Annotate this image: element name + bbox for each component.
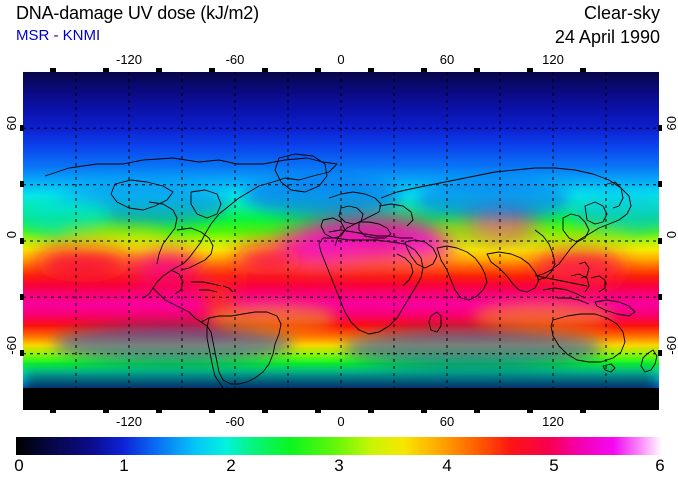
tick-gap-left-4 <box>20 350 24 356</box>
tick-gap-top-5 <box>315 68 321 72</box>
coastlines-layer <box>23 153 659 395</box>
plot-frame-top <box>23 68 659 71</box>
tick-gap-right-4 <box>658 350 662 356</box>
y-axis-label-left-1: 0 <box>4 231 19 239</box>
colorbar-label-2: 2 <box>226 456 236 475</box>
colorbar <box>16 437 662 455</box>
y-axis-label-right-1: 0 <box>664 231 678 239</box>
colorbar-label-6: 6 <box>655 456 665 475</box>
map-canvas <box>23 72 659 410</box>
tick-gap-right-3 <box>658 294 662 300</box>
colorbar-label-3: 3 <box>334 456 344 475</box>
date-label: 24 April 1990 <box>554 27 660 47</box>
x-axis-label-top-0: -120 <box>115 52 143 67</box>
tick-gap-top-6 <box>368 68 374 72</box>
tick-gap-bot-8 <box>474 409 480 413</box>
x-axis-label-bottom-2: 0 <box>337 414 345 429</box>
tick-gap-top-4 <box>262 68 268 72</box>
tick-gap-top-10 <box>580 68 586 72</box>
tick-gap-bot-10 <box>580 409 586 413</box>
colorbar-ticklabels: 0 1 2 3 4 5 6 <box>0 456 678 480</box>
x-axis-label-top-4: 120 <box>542 52 564 67</box>
gridlines-layer <box>23 72 659 410</box>
colorbar-label-4: 4 <box>442 456 452 475</box>
tick-gap-top-9 <box>527 68 533 72</box>
y-axis-label-right-2: -60 <box>664 336 678 355</box>
x-axis-label-top-2: 0 <box>337 52 345 67</box>
tick-gap-bot-3 <box>209 409 215 413</box>
colorbar-label-0: 0 <box>14 456 24 475</box>
tick-gap-top-1 <box>103 68 109 72</box>
y-axis-label-left-2: -60 <box>4 336 19 355</box>
page-title: DNA-damage UV dose (kJ/m2) <box>16 3 259 23</box>
tick-gap-top-2 <box>156 68 162 72</box>
tick-gap-bot-6 <box>368 409 374 413</box>
x-axis-label-top-3: 60 <box>439 52 455 67</box>
tick-gap-bot-1 <box>103 409 109 413</box>
tick-gap-bot-5 <box>315 409 321 413</box>
colorbar-canvas <box>16 437 662 455</box>
y-axis-label-right-0: 60 <box>664 116 678 131</box>
tick-gap-right-1 <box>658 181 662 187</box>
tick-gap-bot-7 <box>421 409 427 413</box>
institution-label: MSR - KNMI <box>16 27 101 44</box>
x-axis-label-bottom-4: 120 <box>542 414 564 429</box>
tick-gap-bot-4 <box>262 409 268 413</box>
tick-gap-top-8 <box>474 68 480 72</box>
sky-condition-label: Clear-sky <box>583 3 660 23</box>
tick-gap-right-2 <box>658 238 662 244</box>
uv-dose-map <box>23 72 659 410</box>
tick-gap-right-0 <box>658 125 662 131</box>
colorbar-label-1: 1 <box>119 456 129 475</box>
x-axis-label-top-1: -60 <box>225 52 245 67</box>
tick-gap-left-0 <box>20 125 24 131</box>
plot-frame-bottom <box>23 410 659 413</box>
tick-gap-top-3 <box>209 68 215 72</box>
tick-gap-bot-0 <box>50 409 56 413</box>
tick-gap-bot-2 <box>156 409 162 413</box>
y-axis-label-left-0: 60 <box>4 116 19 131</box>
tick-gap-bot-9 <box>527 409 533 413</box>
tick-gap-left-1 <box>20 181 24 187</box>
x-axis-label-bottom-0: -120 <box>115 414 143 429</box>
tick-gap-top-0 <box>50 68 56 72</box>
tick-gap-top-7 <box>421 68 427 72</box>
x-axis-label-bottom-1: -60 <box>225 414 245 429</box>
tick-gap-left-2 <box>20 238 24 244</box>
x-axis-label-bottom-3: 60 <box>439 414 455 429</box>
tick-gap-left-3 <box>20 294 24 300</box>
colorbar-label-5: 5 <box>549 456 559 475</box>
